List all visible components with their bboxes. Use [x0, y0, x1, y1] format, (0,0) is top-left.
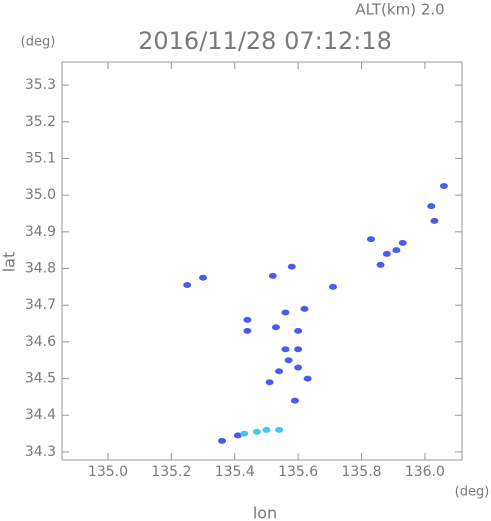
- y-tick-label: 34.7: [25, 297, 56, 313]
- x-tick-label: 135.2: [151, 464, 191, 480]
- y-tick-label: 34.4: [25, 407, 56, 423]
- y-tick-label: 34.8: [25, 261, 56, 277]
- echo: [275, 368, 284, 375]
- echo: [376, 261, 385, 268]
- echo: [294, 346, 303, 353]
- echo: [240, 430, 249, 437]
- x-unit: (deg): [455, 485, 490, 500]
- echo: [183, 282, 192, 289]
- echo: [233, 432, 242, 439]
- plot-frame: [61, 61, 463, 461]
- y-tick-label: 34.5: [25, 371, 56, 387]
- echo: [268, 272, 277, 279]
- echo: [287, 263, 296, 270]
- echo: [281, 309, 290, 316]
- echo: [300, 305, 309, 312]
- echo: [427, 203, 436, 210]
- y-tick-label: 34.6: [25, 334, 56, 350]
- echo: [294, 327, 303, 334]
- echo: [284, 357, 293, 364]
- chart-title: 2016/11/28 07:12:18: [138, 27, 392, 55]
- echo: [290, 397, 299, 404]
- x-tick-label: 135.4: [215, 464, 255, 480]
- echo: [398, 239, 407, 246]
- x-tick-label: 135.0: [88, 464, 128, 480]
- echo: [439, 182, 448, 189]
- echo: [262, 426, 271, 433]
- echo: [243, 327, 252, 334]
- y-tick-label: 35.0: [25, 187, 56, 203]
- y-tick-label: 34.9: [25, 224, 56, 240]
- y-tick-label: 35.2: [25, 114, 56, 130]
- x-tick-label: 136.0: [405, 464, 445, 480]
- y-tick-label: 34.3: [25, 444, 56, 460]
- y-tick-label: 35.3: [25, 77, 56, 93]
- echo: [265, 379, 274, 386]
- echo: [199, 274, 208, 281]
- echo: [328, 283, 337, 290]
- echo: [218, 437, 227, 444]
- echo: [252, 428, 261, 435]
- echo: [430, 217, 439, 224]
- echo: [382, 250, 391, 257]
- echo: [294, 364, 303, 371]
- echo: [243, 316, 252, 323]
- echo: [392, 247, 401, 254]
- y-tick-label: 35.1: [25, 150, 56, 166]
- echo: [367, 236, 376, 243]
- echo: [275, 426, 284, 433]
- x-tick-label: 135.8: [341, 464, 381, 480]
- echo: [271, 324, 280, 331]
- x-axis-label: lon: [253, 504, 277, 521]
- x-tick-label: 135.6: [278, 464, 318, 480]
- y-unit: (deg): [21, 35, 56, 50]
- echo: [281, 346, 290, 353]
- echo: [303, 375, 312, 382]
- y-axis-label: lat: [0, 252, 19, 273]
- chart-subtitle: ALT(km) 2.0: [355, 1, 444, 19]
